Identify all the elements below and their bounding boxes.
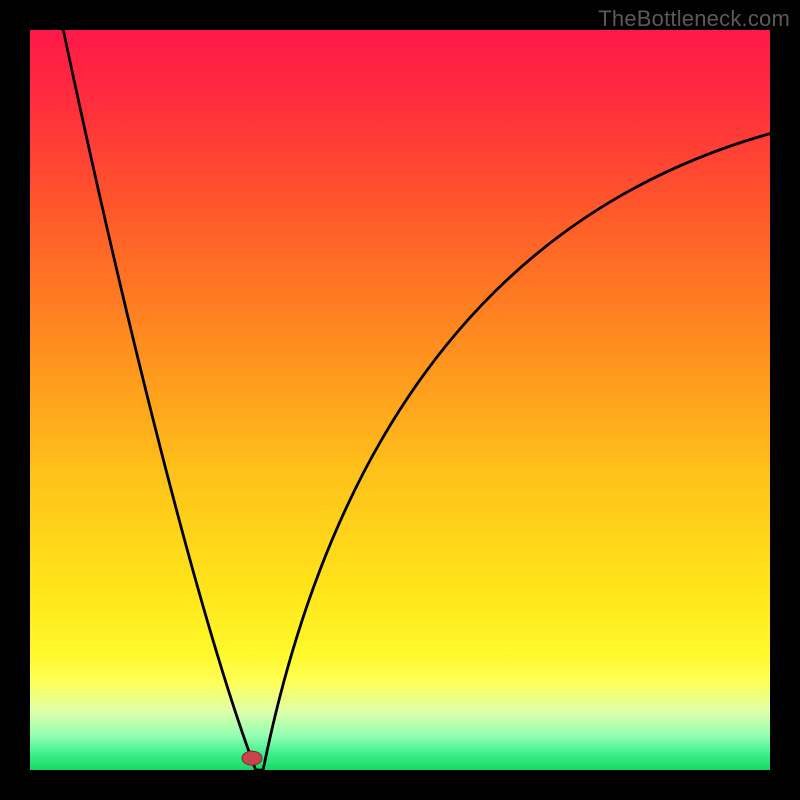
optimum-marker <box>242 751 262 765</box>
plot-background <box>30 30 770 770</box>
bottleneck-chart <box>0 0 800 800</box>
